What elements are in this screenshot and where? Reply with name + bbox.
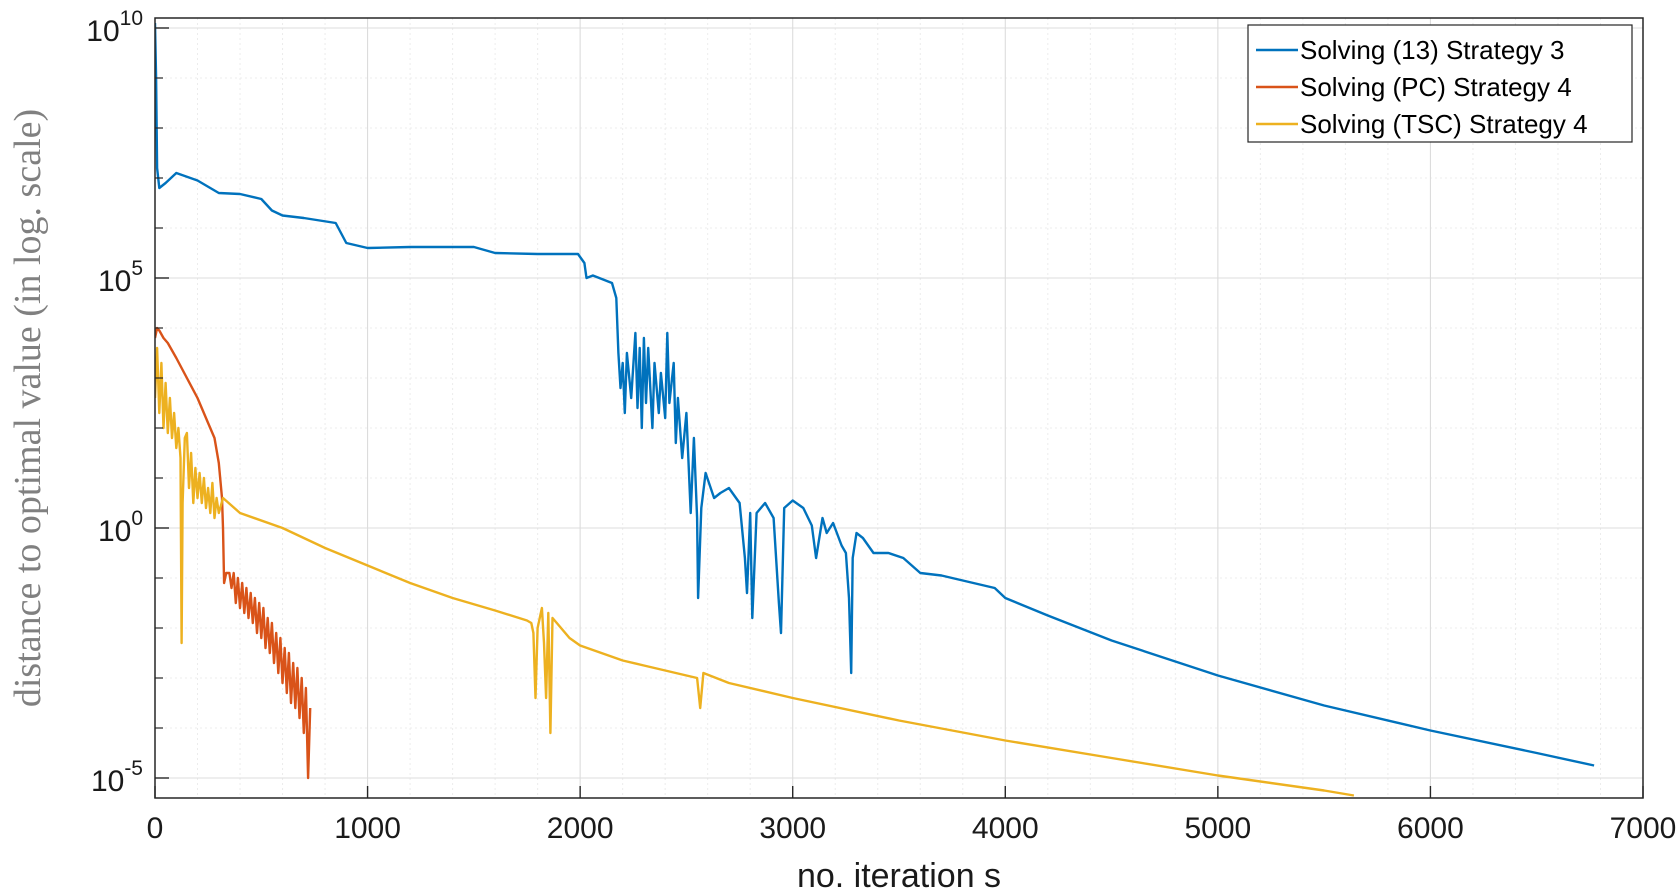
y-tick-exponent: 0 — [131, 507, 143, 530]
x-tick-label: 7000 — [1610, 812, 1677, 845]
x-tick-label: 6000 — [1397, 812, 1464, 845]
y-tick-exponent: 10 — [120, 7, 143, 30]
x-tick-label: 1000 — [334, 812, 401, 845]
x-tick-label: 3000 — [759, 812, 826, 845]
series-line-3 — [155, 346, 1355, 797]
y-tick-base: 10 — [98, 515, 131, 548]
y-tick-label: 1010 — [86, 7, 143, 48]
series-line-2 — [155, 326, 312, 780]
x-axis-label: no. iteration s — [797, 857, 1001, 895]
y-tick-base: 10 — [86, 15, 119, 48]
series-group — [155, 22, 1595, 797]
axes-box — [154, 17, 1644, 799]
x-tick-label: 0 — [147, 812, 164, 845]
x-tick-label: 2000 — [547, 812, 614, 845]
legend-label-1: Solving (13) Strategy 3 — [1300, 35, 1564, 65]
y-tick-base: 10 — [98, 265, 131, 298]
legend-label-2: Solving (PC) Strategy 4 — [1300, 72, 1572, 102]
legend: Solving (13) Strategy 3 Solving (PC) Stra… — [1247, 24, 1633, 143]
legend-box — [1247, 24, 1633, 143]
x-tick-label: 5000 — [1184, 812, 1251, 845]
y-tick-label: 10-5 — [91, 757, 143, 798]
y-tick-label: 100 — [98, 507, 143, 548]
minor-grid — [155, 18, 1643, 798]
y-tick-base: 10 — [91, 765, 124, 798]
y-tick-exponent: -5 — [124, 757, 143, 780]
y-tick-label: 105 — [98, 257, 143, 298]
y-tick-exponent: 5 — [131, 257, 143, 280]
series-line-1 — [155, 22, 1595, 767]
legend-label-3: Solving (TSC) Strategy 4 — [1300, 109, 1588, 139]
x-axis-ticks: 0 1000 2000 3000 4000 5000 6000 7000 — [147, 786, 1677, 845]
x-tick-label: 4000 — [972, 812, 1039, 845]
y-axis-label: distance to optimal value (in log. scale… — [7, 109, 49, 707]
